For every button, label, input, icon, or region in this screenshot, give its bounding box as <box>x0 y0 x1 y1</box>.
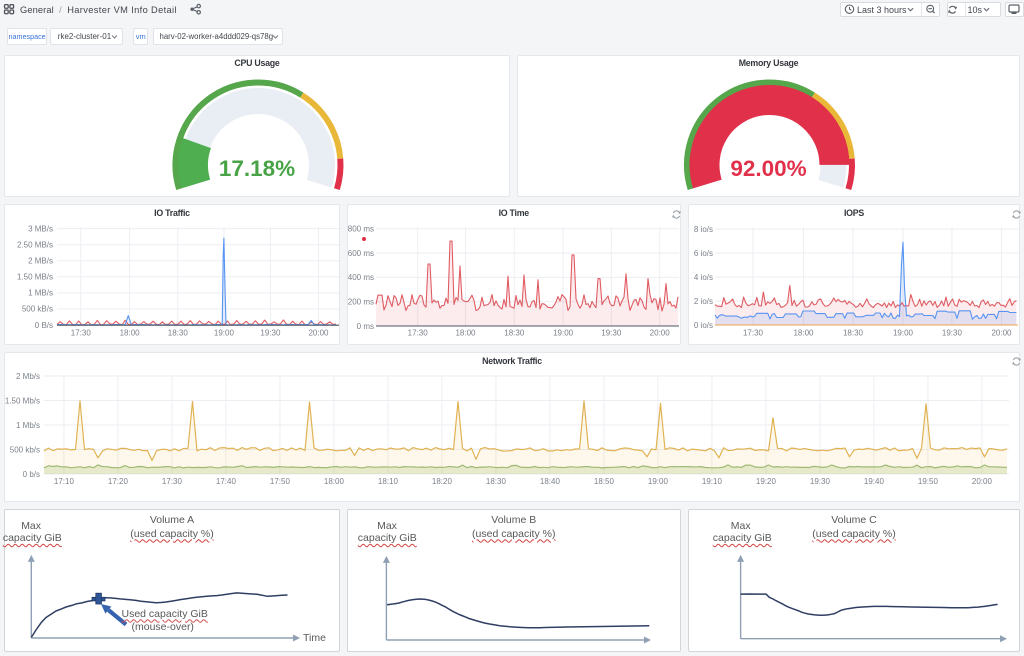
svg-text:2 io/s: 2 io/s <box>694 297 713 306</box>
svg-text:18:00: 18:00 <box>455 329 476 338</box>
svg-text:18:20: 18:20 <box>432 477 453 486</box>
svg-text:19:30: 19:30 <box>942 329 963 338</box>
svg-text:19:40: 19:40 <box>864 477 885 486</box>
svg-text:20:00: 20:00 <box>650 329 671 338</box>
svg-text:18:00: 18:00 <box>324 477 345 486</box>
svg-text:18:30: 18:30 <box>486 477 507 486</box>
svg-text:18:30: 18:30 <box>504 329 525 338</box>
svg-text:500 kb/s: 500 kb/s <box>10 445 40 454</box>
svg-text:17:30: 17:30 <box>743 329 764 338</box>
svg-text:19:30: 19:30 <box>601 329 622 338</box>
svg-text:19:30: 19:30 <box>810 477 831 486</box>
svg-text:18:40: 18:40 <box>540 477 561 486</box>
svg-text:1.50 MB/s: 1.50 MB/s <box>17 273 53 282</box>
svg-text:2 MB/s: 2 MB/s <box>28 257 53 266</box>
svg-text:20:00: 20:00 <box>972 477 993 486</box>
svg-text:17:30: 17:30 <box>71 329 92 338</box>
svg-text:19:50: 19:50 <box>918 477 939 486</box>
svg-text:19:30: 19:30 <box>260 329 281 338</box>
svg-text:18:00: 18:00 <box>120 329 141 338</box>
svg-text:20:00: 20:00 <box>308 329 329 338</box>
svg-text:19:00: 19:00 <box>648 477 669 486</box>
svg-text:17:20: 17:20 <box>108 477 129 486</box>
svg-text:19:20: 19:20 <box>756 477 777 486</box>
svg-text:600 ms: 600 ms <box>348 249 374 258</box>
svg-text:0 io/s: 0 io/s <box>694 321 713 330</box>
svg-text:17:30: 17:30 <box>408 329 429 338</box>
svg-text:19:00: 19:00 <box>553 329 574 338</box>
svg-text:2 Mb/s: 2 Mb/s <box>16 372 40 381</box>
svg-text:800 ms: 800 ms <box>348 225 374 234</box>
svg-text:17:10: 17:10 <box>54 477 75 486</box>
svg-text:1 MB/s: 1 MB/s <box>28 289 53 298</box>
svg-text:0 b/s: 0 b/s <box>23 470 40 479</box>
svg-text:19:10: 19:10 <box>702 477 723 486</box>
svg-text:2.50 MB/s: 2.50 MB/s <box>17 241 53 250</box>
svg-text:19:00: 19:00 <box>214 329 235 338</box>
svg-text:200 ms: 200 ms <box>348 298 374 307</box>
svg-text:1 Mb/s: 1 Mb/s <box>16 421 40 430</box>
svg-text:18:30: 18:30 <box>843 329 864 338</box>
svg-text:20:00: 20:00 <box>991 329 1012 338</box>
svg-text:8 io/s: 8 io/s <box>694 225 713 234</box>
svg-text:19:00: 19:00 <box>893 329 914 338</box>
svg-text:1.50 Mb/s: 1.50 Mb/s <box>5 396 40 405</box>
svg-text:6 io/s: 6 io/s <box>694 249 713 258</box>
svg-text:18:30: 18:30 <box>168 329 189 338</box>
svg-text:4 io/s: 4 io/s <box>694 273 713 282</box>
svg-text:18:00: 18:00 <box>793 329 814 338</box>
svg-text:3 MB/s: 3 MB/s <box>28 224 53 233</box>
svg-text:0 ms: 0 ms <box>357 322 374 331</box>
svg-text:18:10: 18:10 <box>378 477 399 486</box>
svg-text:400 ms: 400 ms <box>348 273 374 282</box>
svg-text:500 kB/s: 500 kB/s <box>22 305 53 314</box>
svg-text:0 B/s: 0 B/s <box>35 321 53 330</box>
svg-text:18:50: 18:50 <box>594 477 615 486</box>
svg-text:17:30: 17:30 <box>162 477 183 486</box>
svg-text:17:50: 17:50 <box>270 477 291 486</box>
svg-text:17:40: 17:40 <box>216 477 237 486</box>
